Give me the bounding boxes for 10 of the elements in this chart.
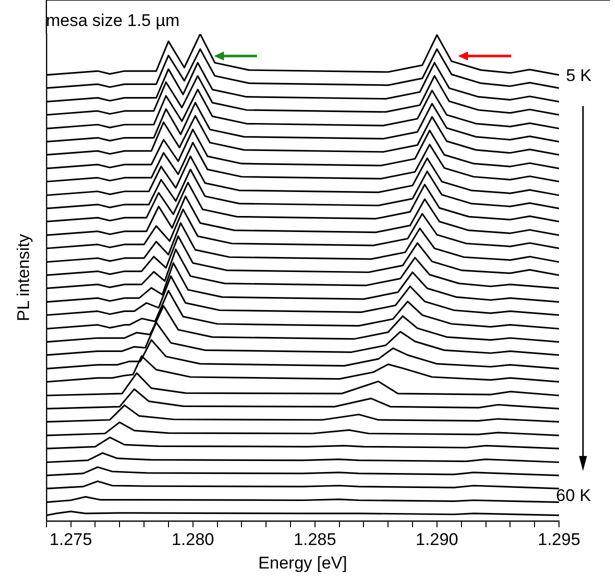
x-axis-title: Energy [eV] — [258, 553, 348, 572]
y-axis-title: PL intensity — [14, 233, 33, 322]
text: mesa size 1.5 µm — [46, 11, 180, 31]
annotation: 60 K — [556, 486, 591, 506]
x-tick-label: 1.280 — [172, 530, 214, 550]
text: 5 K — [566, 66, 592, 86]
x-tick-label: 1.275 — [50, 530, 92, 550]
x-tick-label: 1.285 — [294, 530, 336, 550]
x-tick-label: 1.295 — [538, 530, 580, 550]
x-tick-label: 1.290 — [416, 530, 458, 550]
